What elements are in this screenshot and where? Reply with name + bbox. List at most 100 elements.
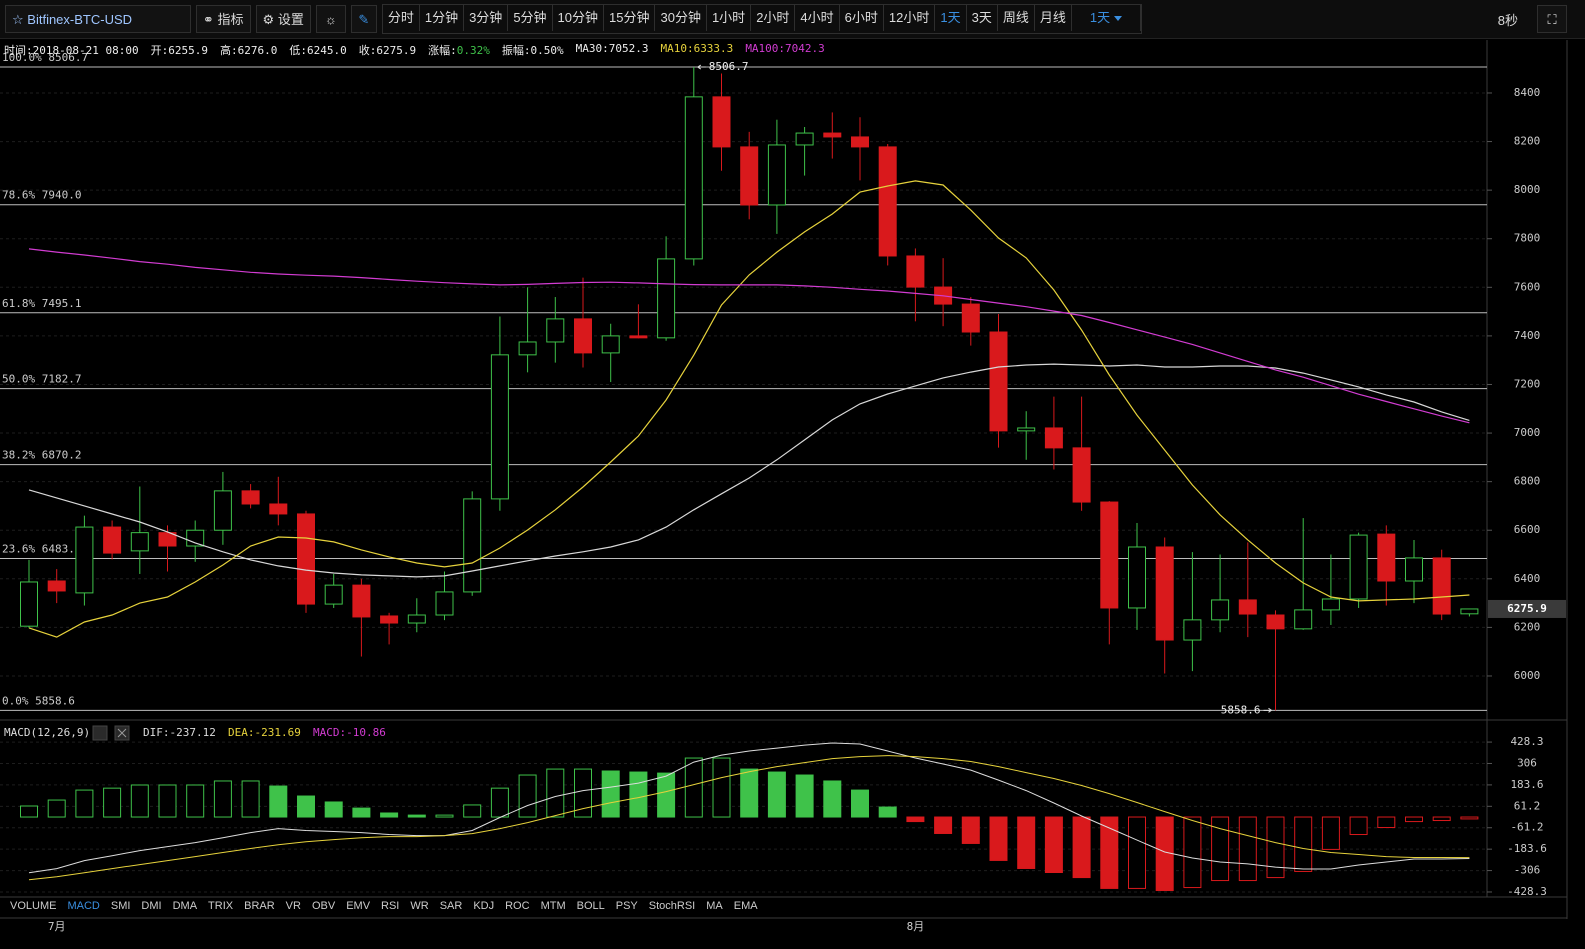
indicator-tab[interactable]: BRAR [244, 900, 275, 912]
fullscreen-button[interactable]: ⛶ [1537, 5, 1567, 33]
period-button[interactable]: 30分钟 [655, 5, 707, 31]
candle-body [657, 258, 676, 339]
period-button[interactable]: 3分钟 [464, 5, 509, 31]
indicator-tab[interactable]: VOLUME [10, 900, 57, 912]
candle-body [75, 526, 94, 594]
macd-bar [490, 787, 509, 818]
indicator-tab[interactable]: VR [285, 900, 301, 912]
indicator-tab[interactable]: WR [410, 900, 429, 912]
candle-body [130, 532, 149, 552]
candle-body [297, 513, 315, 605]
draw-button[interactable]: ✎ [350, 5, 377, 33]
candle-body [518, 341, 537, 356]
period-button[interactable]: 4小时 [795, 5, 840, 31]
macd-bar [823, 780, 842, 818]
ma-line [28, 180, 1470, 638]
info-label: 低: [289, 44, 307, 57]
macd-bar [629, 771, 648, 818]
indicator-tab[interactable]: RSI [381, 900, 400, 912]
candle-body [767, 144, 786, 206]
period-button[interactable]: 5分钟 [508, 5, 553, 31]
period-button[interactable]: 2小时 [751, 5, 796, 31]
period-button[interactable]: 周线 [998, 5, 1035, 31]
indicator-tab[interactable]: EMV [346, 900, 371, 912]
indicator-tab[interactable]: PSY [615, 900, 638, 912]
macd-bar [1044, 816, 1063, 874]
indicator-tab[interactable]: ROC [505, 900, 530, 912]
period-button[interactable]: 1天 [935, 5, 967, 31]
info-item: 开:6255.9 [151, 42, 208, 58]
period-dropdown[interactable]: 1天 [1072, 5, 1142, 31]
y-tick-label: 6400 [1514, 572, 1541, 585]
settings-label: 设置 [277, 12, 304, 27]
macd-bar [352, 807, 371, 818]
candle-body [380, 615, 399, 624]
macd-bar [961, 816, 980, 844]
theme-button[interactable]: ☼ [315, 5, 346, 33]
indicator-tab[interactable]: SMI [110, 900, 131, 912]
candle-body [1211, 599, 1230, 621]
macd-bar [158, 784, 177, 818]
indicator-tab[interactable]: EMA [733, 900, 758, 912]
candle-body [324, 584, 343, 605]
macd-bar [1294, 816, 1313, 872]
period-button[interactable]: 1小时 [707, 5, 752, 31]
y-tick-label: 7800 [1514, 232, 1541, 245]
macd-bar [1072, 816, 1091, 879]
macd-settings-icon[interactable] [92, 725, 108, 741]
period-button[interactable]: 1分钟 [420, 5, 465, 31]
indicator-tab[interactable]: MTM [540, 900, 566, 912]
candle-body [961, 303, 980, 333]
indicator-tab[interactable]: OBV [311, 900, 336, 912]
macd-bar [463, 804, 482, 818]
indicator-tab[interactable]: TRIX [208, 900, 234, 912]
indicator-tab[interactable]: KDJ [473, 900, 495, 912]
candle-body [352, 584, 371, 618]
info-label: 涨幅: [428, 44, 457, 57]
indicator-tab[interactable]: MA [706, 900, 723, 912]
price-tag [1488, 599, 1566, 618]
macd-bar [1211, 816, 1230, 882]
candle-body [1405, 557, 1423, 582]
period-button[interactable]: 3天 [967, 5, 998, 31]
macd-bar [1321, 816, 1340, 850]
indicator-tab[interactable]: MACD [67, 900, 100, 912]
macd-bar [518, 774, 537, 818]
fib-label: 38.2% 6870.2 [2, 449, 81, 462]
candle-body [490, 354, 509, 500]
period-button[interactable]: 10分钟 [553, 5, 605, 31]
macd-bar [130, 784, 149, 818]
indicator-tab[interactable]: DMA [172, 900, 198, 912]
period-button[interactable]: 月线 [1035, 5, 1072, 31]
macd-bar [795, 774, 814, 818]
macd-bar [1460, 816, 1479, 820]
candle-body [1238, 599, 1257, 615]
y-tick-label: 7600 [1514, 280, 1541, 293]
period-button[interactable]: 12小时 [884, 5, 936, 31]
macd-bar [407, 814, 426, 818]
macd-bar [1183, 816, 1202, 889]
indicator-tab[interactable]: SAR [439, 900, 463, 912]
y-tick-label: 61.2 [1514, 799, 1541, 812]
ma-legend: MA30:7052.3 [575, 42, 649, 55]
symbol-selector[interactable]: ☆ Bitfinex-BTC-USD [5, 5, 191, 33]
indicator-button[interactable]: ⚭ 指标 [196, 5, 251, 33]
period-button[interactable]: 15分钟 [604, 5, 656, 31]
fib-label: 0.0% 5858.6 [2, 694, 75, 707]
macd-bar [767, 771, 786, 818]
period-button[interactable]: 分时 [383, 5, 420, 31]
symbol: Bitfinex-BTC-USD [27, 12, 133, 27]
settings-button[interactable]: ⚙ 设置 [255, 5, 311, 33]
candle-body [1128, 546, 1146, 609]
legend-entry: DEA:-231.69 [228, 726, 301, 739]
candle-body [906, 255, 925, 288]
indicator-tab[interactable]: BOLL [576, 900, 605, 912]
fib-label: 50.0% 7182.7 [2, 373, 81, 386]
indicator-tab[interactable]: StochRSI [648, 900, 696, 912]
indicator-tab[interactable]: DMI [141, 900, 162, 912]
macd-bar [213, 780, 232, 818]
period-button[interactable]: 6小时 [840, 5, 884, 31]
y-tick-label: -183.6 [1507, 842, 1547, 855]
candle-body [1183, 619, 1202, 641]
